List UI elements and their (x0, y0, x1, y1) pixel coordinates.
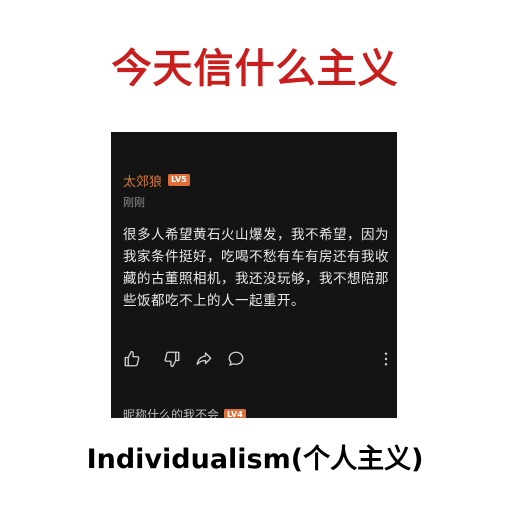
thumbs-up-icon[interactable] (123, 350, 145, 372)
reply-username[interactable]: 昵称什么的我不会 (123, 408, 220, 418)
thumbs-down-icon[interactable] (163, 350, 185, 372)
comment-icon[interactable] (227, 350, 249, 372)
next-reply-header: 昵称什么的我不会 LV4 (123, 406, 246, 418)
level-badge: LV5 (168, 174, 190, 186)
comment-actions (121, 350, 389, 372)
share-icon[interactable] (195, 350, 217, 372)
more-vertical-icon[interactable] (377, 350, 389, 372)
meme-caption: Individualism(个人主义) (86, 444, 424, 475)
reply-level-badge: LV4 (224, 408, 246, 418)
meme-headline: 今天信什么主义 (111, 46, 399, 92)
comment-text: 很多人希望黄石火山爆发，我不希望，因为我家条件挺好，吃喝不愁有车有房还有我收藏的… (123, 227, 389, 309)
comment-header: 太郊狼 LV5 (123, 170, 190, 190)
comment-timestamp: 刚刚 (123, 196, 145, 209)
comment-username[interactable]: 太郊狼 (123, 174, 163, 190)
comment-screenshot: 太郊狼 LV5 刚刚 很多人希望黄石火山爆发，我不希望，因为我家条件挺好，吃喝不… (111, 132, 397, 418)
